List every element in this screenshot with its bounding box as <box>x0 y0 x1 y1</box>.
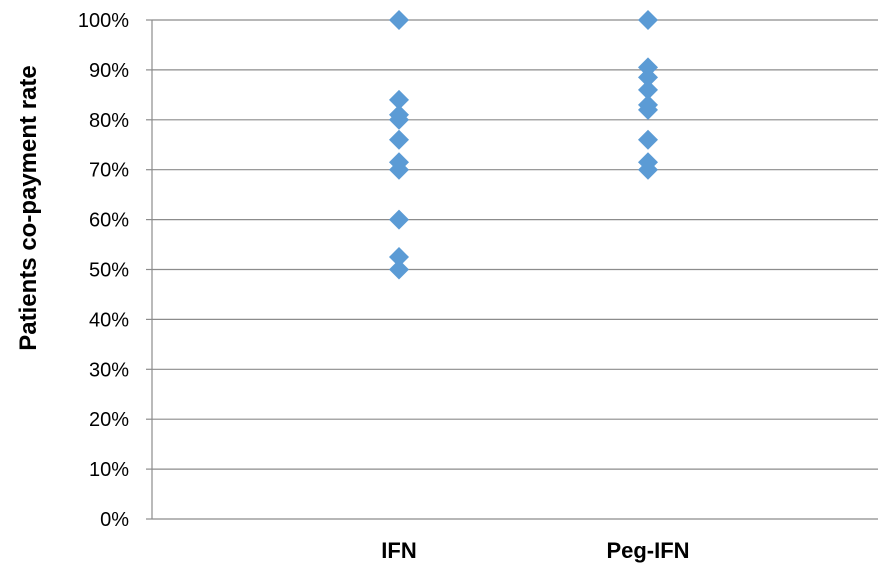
data-point-diamond <box>638 159 658 180</box>
data-point-diamond <box>389 159 409 180</box>
gridlines <box>152 19 878 470</box>
data-point-diamond <box>638 129 658 150</box>
y-tick-labels: 0% 10% 20% 30% 40% 50% 60% 70% 80% 90% 100% <box>78 10 129 531</box>
data-points <box>389 10 658 280</box>
data-point-diamond <box>389 89 409 110</box>
axes <box>146 19 878 520</box>
y-tick-label: 100% <box>78 10 129 32</box>
data-point-diamond <box>389 259 409 280</box>
x-category-labels: IFN Peg-IFN <box>381 538 689 563</box>
y-tick-label: 10% <box>89 459 129 481</box>
y-axis-title: Patients co-payment rate <box>15 65 42 350</box>
data-point-diamond <box>389 10 409 30</box>
data-point-diamond <box>638 67 658 88</box>
data-point-diamond <box>389 109 409 130</box>
y-tick-label: 30% <box>89 359 129 381</box>
x-category-label: Peg-IFN <box>606 538 689 563</box>
x-category-label: IFN <box>381 538 416 563</box>
y-tick-label: 40% <box>89 309 129 331</box>
y-tick-label: 0% <box>100 509 129 531</box>
data-point-diamond <box>638 99 658 120</box>
y-tick-label: 60% <box>89 210 129 232</box>
data-point-diamond <box>389 209 409 230</box>
data-point-diamond <box>389 247 409 268</box>
y-tick-label: 70% <box>89 160 129 182</box>
y-tick-label: 90% <box>89 60 129 82</box>
data-point-diamond <box>389 129 409 150</box>
data-point-diamond <box>638 79 658 100</box>
y-tick-label: 80% <box>89 110 129 132</box>
y-tick-label: 20% <box>89 409 129 431</box>
data-point-diamond <box>638 10 658 30</box>
y-tick-label: 50% <box>89 260 129 282</box>
